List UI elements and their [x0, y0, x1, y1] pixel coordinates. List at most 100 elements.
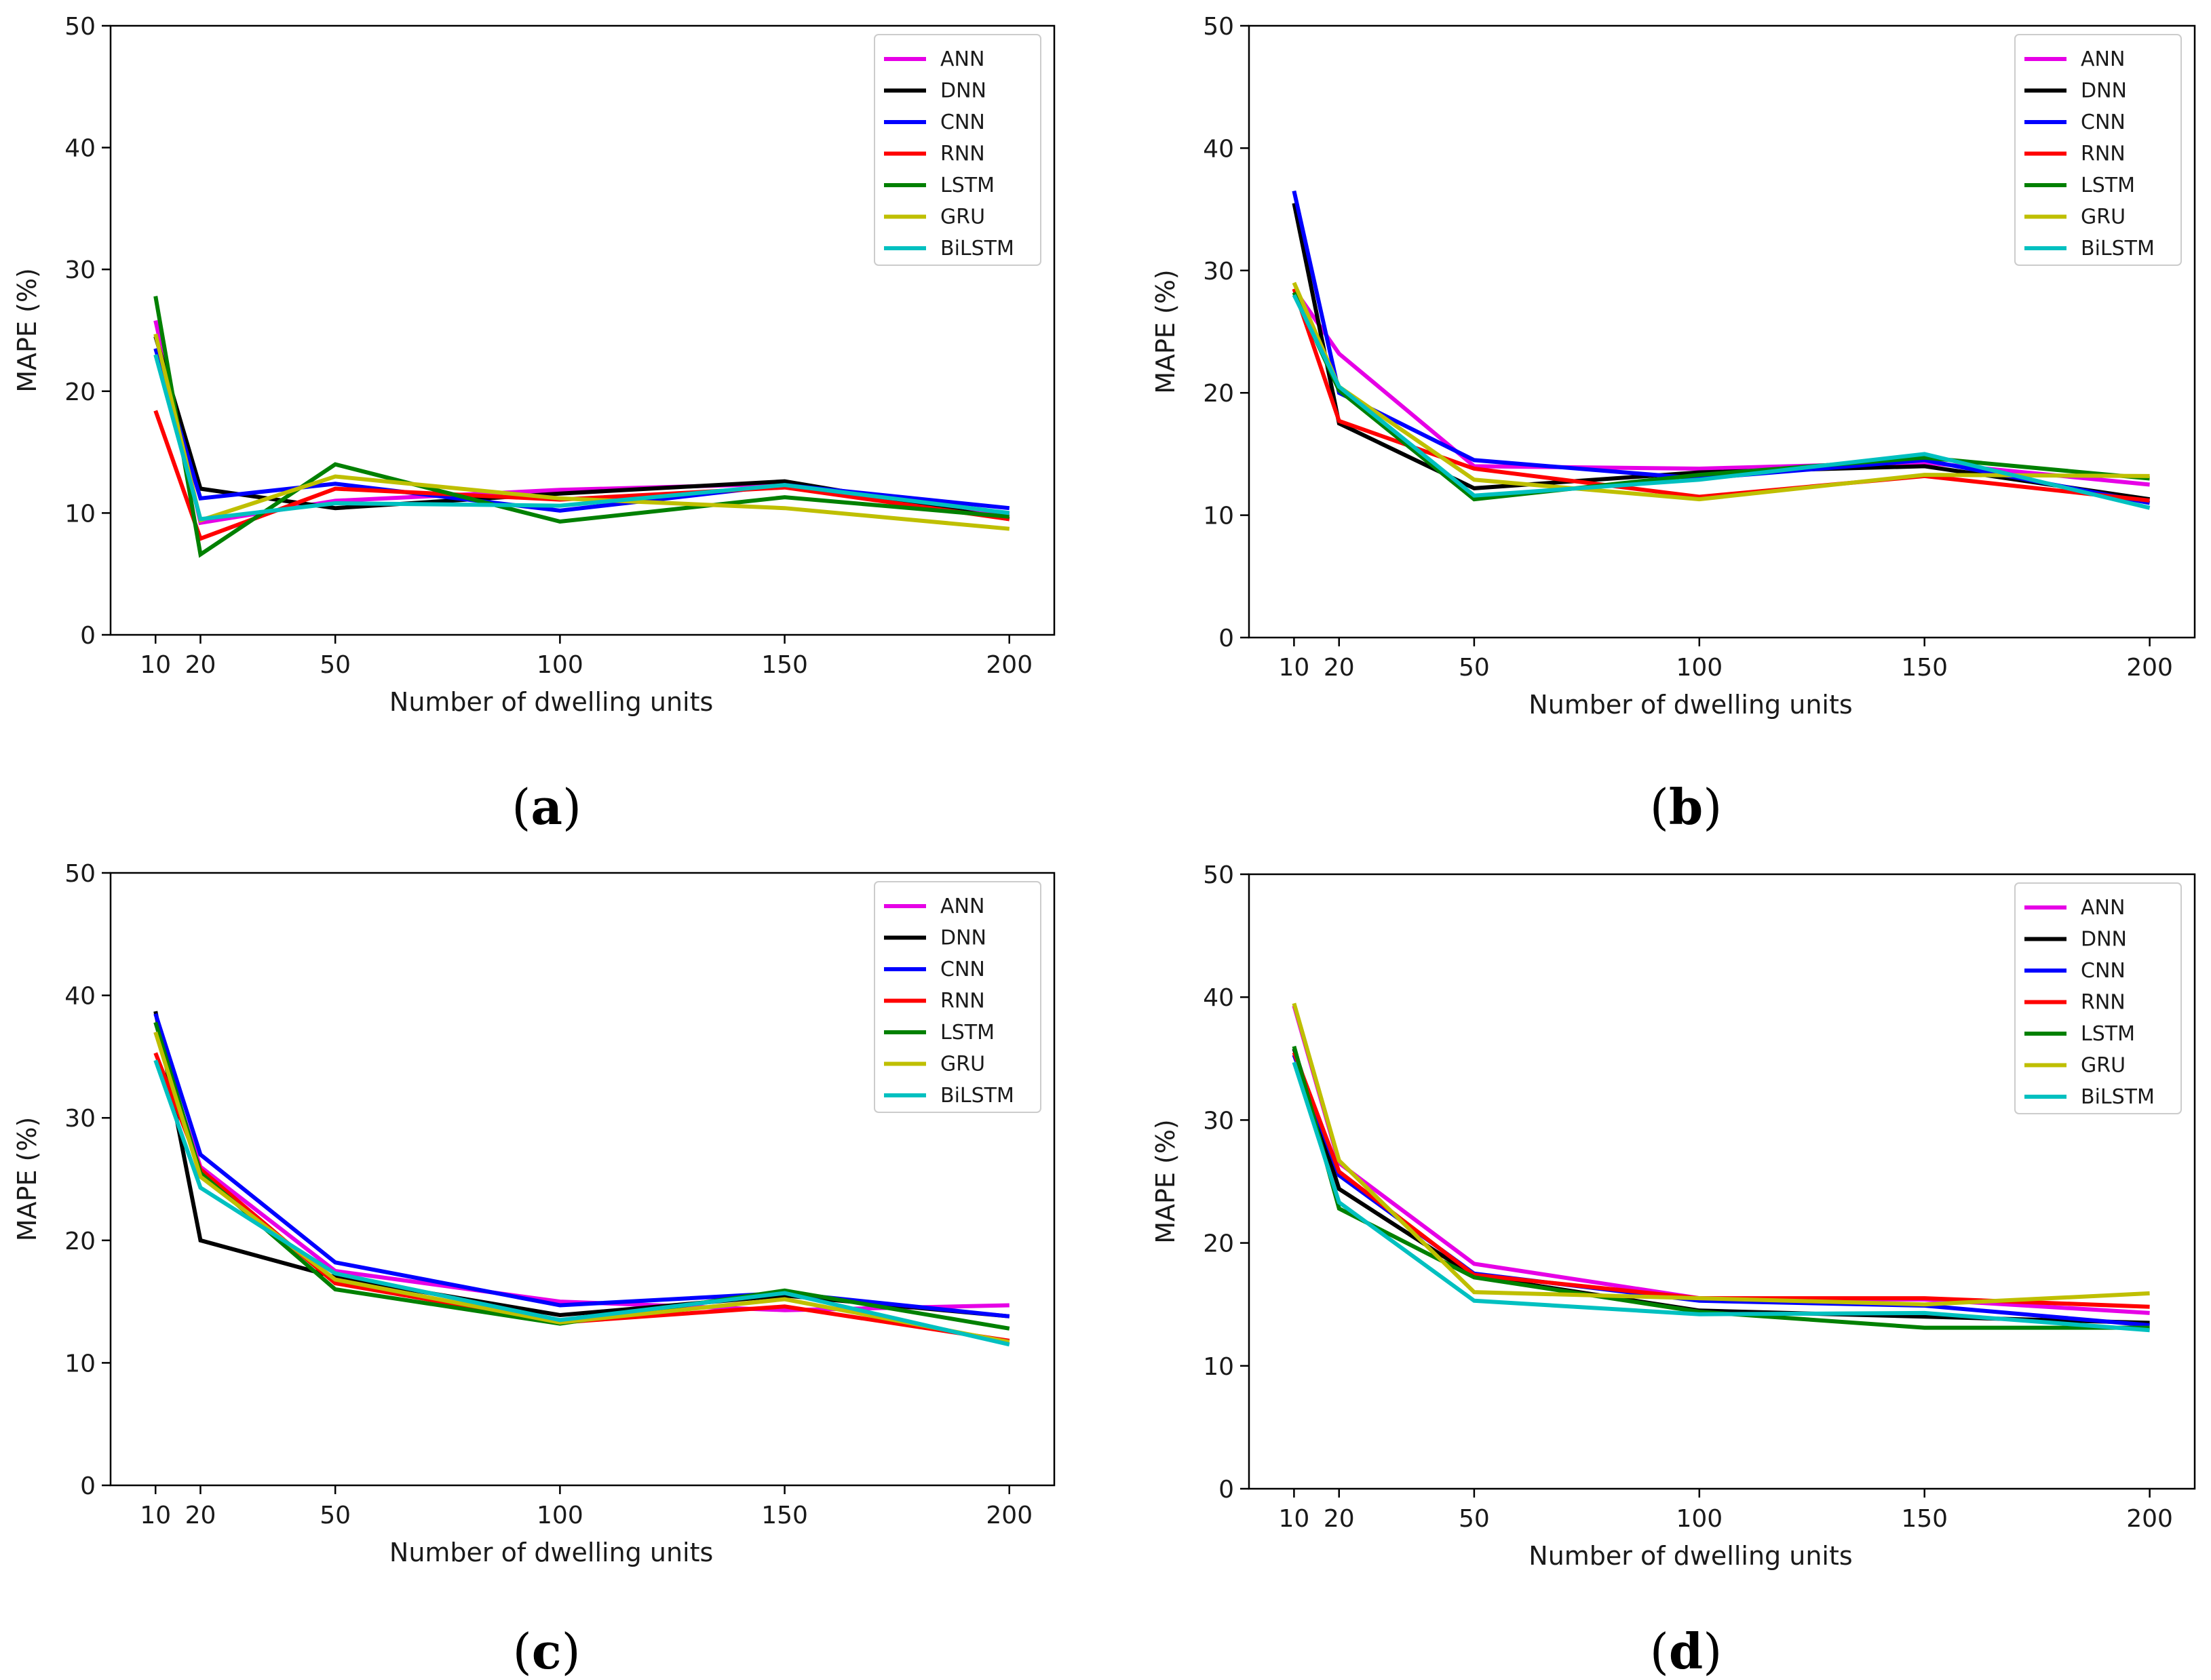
y-tick-label: 30: [1203, 1107, 1234, 1135]
y-tick-label: 0: [1218, 1476, 1234, 1504]
x-tick-label: 50: [1459, 654, 1490, 682]
y-tick-label: 20: [64, 378, 96, 406]
legend-label-cnn: CNN: [940, 958, 985, 981]
x-tick-label: 200: [2126, 654, 2173, 682]
x-tick-label: 200: [986, 1502, 1033, 1529]
series-line-gru: [1292, 1002, 2150, 1307]
y-axis-label: MAPE (%): [1151, 1119, 1180, 1244]
y-tick-label: 50: [1203, 861, 1234, 889]
legend-label-rnn: RNN: [940, 142, 985, 166]
y-tick-label: 20: [64, 1228, 96, 1255]
x-tick-label: 20: [1324, 654, 1355, 682]
panel-caption: (c): [513, 1622, 581, 1680]
legend-label-dnn: DNN: [2081, 928, 2127, 952]
legend-label-cnn: CNN: [2081, 111, 2126, 134]
series-line-rnn: [1292, 1051, 2150, 1309]
y-axis-label: MAPE (%): [12, 1117, 42, 1242]
x-tick-label: 50: [1459, 1505, 1490, 1533]
y-tick-label: 20: [1203, 1230, 1234, 1258]
legend-label-ann: ANN: [940, 895, 984, 918]
legend-label-gru: GRU: [940, 1053, 985, 1076]
y-tick-label: 30: [64, 1105, 96, 1133]
series-line-dnn: [1292, 202, 2151, 502]
y-tick-label: 20: [1203, 380, 1234, 408]
legend-label-lstm: LSTM: [940, 174, 995, 197]
y-tick-label: 30: [1203, 258, 1234, 286]
panel-caption: (d): [1650, 1622, 1723, 1680]
chart-panel-a: 0 10 20 30 40 50 10 20 50 100 150 200 Number of dwel…: [12, 13, 1056, 836]
series-line-gru: [153, 1031, 1010, 1344]
x-axis-label: Number of dwelling units: [1529, 1541, 1852, 1571]
legend-label-dnn: DNN: [940, 926, 986, 950]
x-tick-label: 150: [761, 1502, 808, 1529]
x-tick-label: 10: [140, 1502, 171, 1529]
legend-label-rnn: RNN: [2081, 991, 2126, 1015]
x-tick-label: 150: [1901, 1505, 1948, 1533]
panel-caption: (b): [1650, 778, 1723, 836]
legend-label-bilstm: BiLSTM: [2081, 1085, 2155, 1109]
x-tick-label: 150: [761, 651, 808, 679]
y-axis-label: MAPE (%): [12, 268, 42, 393]
x-tick-label: 10: [140, 651, 171, 679]
y-tick-label: 40: [1203, 135, 1234, 163]
legend-label-bilstm: BiLSTM: [940, 237, 1014, 260]
legend-label-rnn: RNN: [2081, 142, 2126, 166]
x-tick-label: 200: [2126, 1505, 2173, 1533]
x-axis-label: Number of dwelling units: [389, 1538, 713, 1567]
x-tick-label: 10: [1278, 1505, 1309, 1533]
plot-frame: [1248, 24, 2196, 639]
legend-label-cnn: CNN: [2081, 959, 2126, 983]
chart-panel-d: 0 10 20 30 40 50 10 20 50 100 150 200 Number of dwel…: [1151, 861, 2196, 1680]
legend-label-gru: GRU: [940, 206, 985, 229]
plot-frame: [1248, 873, 2196, 1490]
x-tick-label: 20: [185, 651, 216, 679]
plot-frame: [109, 872, 1056, 1487]
series-line-bilstm: [1292, 1061, 2150, 1333]
panel-caption: (a): [512, 778, 581, 836]
series-line-bilstm: [153, 1059, 1010, 1347]
y-tick-label: 0: [80, 622, 96, 650]
x-tick-label: 50: [320, 1502, 351, 1529]
y-tick-label: 10: [64, 1350, 96, 1378]
legend-label-ann: ANN: [940, 47, 984, 71]
y-tick-label: 50: [64, 13, 96, 41]
x-tick-label: 20: [185, 1502, 216, 1529]
legend-label-gru: GRU: [2081, 206, 2126, 229]
x-tick-label: 100: [537, 651, 583, 679]
x-axis-label: Number of dwelling units: [389, 687, 713, 717]
chart-panel-c: 0 10 20 30 40 50 10 20 50 100 150 200 Number of dwel…: [12, 860, 1056, 1680]
x-tick-label: 100: [1676, 654, 1723, 682]
legend-label-lstm: LSTM: [2081, 174, 2135, 197]
x-tick-label: 10: [1278, 654, 1309, 682]
y-tick-label: 10: [1203, 1353, 1234, 1381]
legend-label-bilstm: BiLSTM: [2081, 237, 2155, 260]
legend-label-dnn: DNN: [2081, 79, 2127, 103]
x-tick-label: 100: [1676, 1505, 1723, 1533]
x-tick-label: 100: [537, 1502, 583, 1529]
legend-label-rnn: RNN: [940, 990, 985, 1013]
y-tick-label: 0: [80, 1472, 96, 1500]
y-tick-label: 40: [64, 135, 96, 163]
series-line-lstm: [153, 296, 1010, 558]
x-tick-label: 200: [986, 651, 1033, 679]
series-line-cnn: [1292, 190, 2151, 505]
legend-label-ann: ANN: [2081, 47, 2125, 71]
series-line-rnn: [1292, 288, 2150, 503]
legend-label-dnn: DNN: [940, 79, 986, 103]
legend-label-gru: GRU: [2081, 1054, 2126, 1078]
plot-frame: [109, 24, 1056, 636]
y-axis-label: MAPE (%): [1151, 269, 1180, 394]
legend-label-lstm: LSTM: [2081, 1022, 2135, 1046]
chart-panel-b: 0 10 20 30 40 50 10 20 50 100 150 200 Number of dwel…: [1151, 13, 2196, 836]
y-tick-label: 40: [64, 983, 96, 1011]
y-tick-label: 50: [1203, 13, 1234, 41]
x-axis-label: Number of dwelling units: [1529, 690, 1852, 720]
y-tick-label: 10: [64, 500, 96, 528]
x-tick-label: 20: [1324, 1505, 1355, 1533]
series-line-bilstm: [153, 354, 1010, 522]
legend-label-bilstm: BiLSTM: [940, 1084, 1014, 1108]
legend-label-lstm: LSTM: [940, 1021, 995, 1044]
series-line-bilstm: [1292, 294, 2151, 510]
y-tick-label: 30: [64, 256, 96, 284]
